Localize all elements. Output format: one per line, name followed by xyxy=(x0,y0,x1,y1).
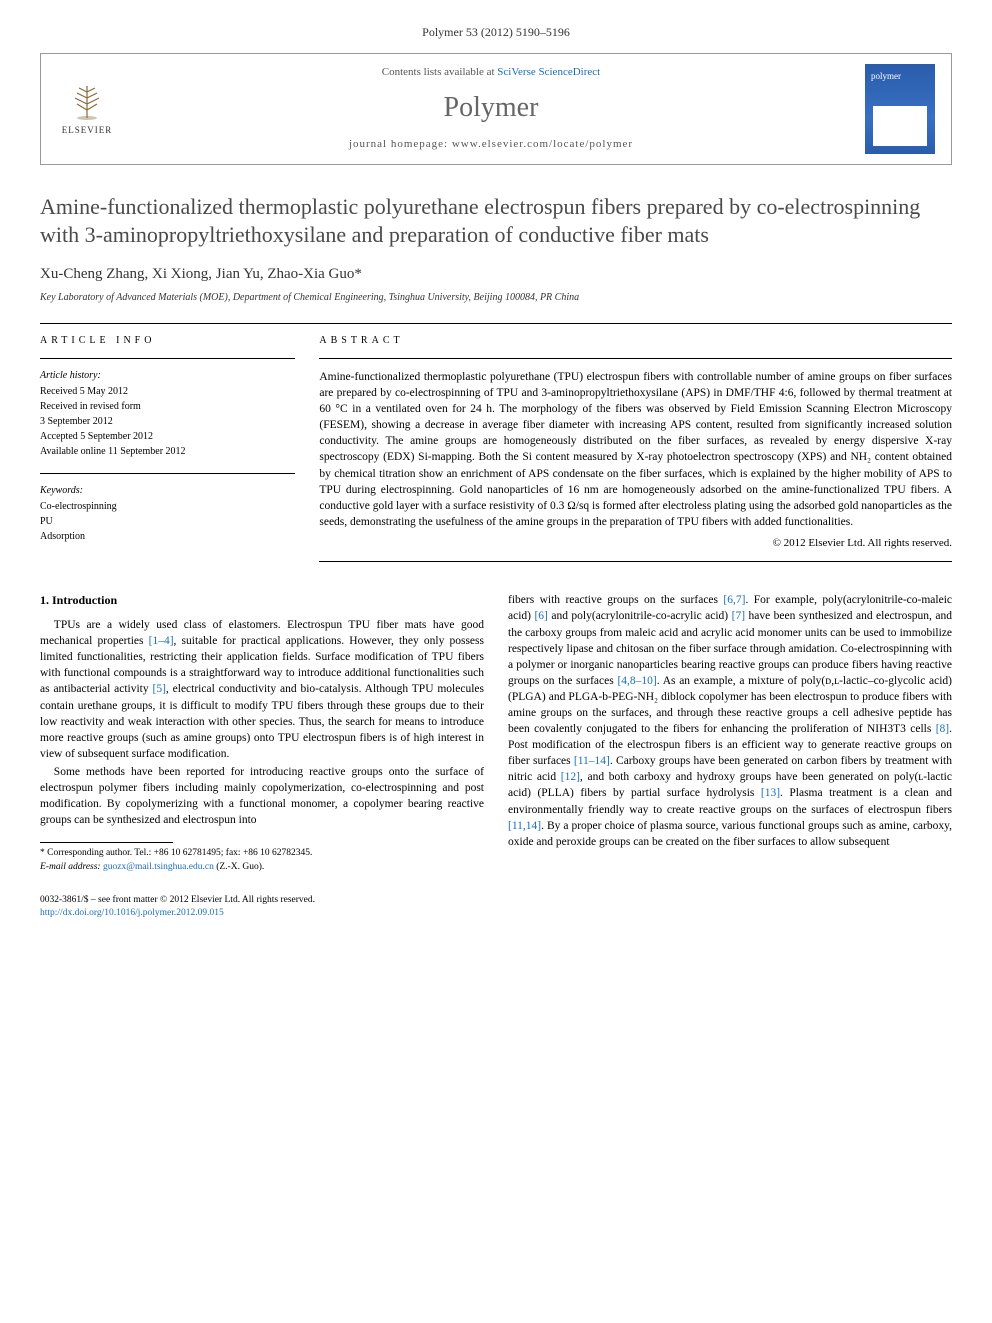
sciencedirect-link[interactable]: SciVerse ScienceDirect xyxy=(497,66,600,78)
history-line: 3 September 2012 xyxy=(40,415,295,429)
article-info-label: ARTICLE INFO xyxy=(40,334,295,348)
homepage-url[interactable]: www.elsevier.com/locate/polymer xyxy=(452,138,633,150)
separator xyxy=(319,358,952,359)
body-columns: 1. Introduction TPUs are a widely used c… xyxy=(40,592,952,874)
doi-link[interactable]: http://dx.doi.org/10.1016/j.polymer.2012… xyxy=(40,908,224,918)
history-line: Received in revised form xyxy=(40,400,295,414)
authors: Xu-Cheng Zhang, Xi Xiong, Jian Yu, Zhao-… xyxy=(40,264,952,285)
affiliation: Key Laboratory of Advanced Materials (MO… xyxy=(40,291,952,305)
history-line: Received 5 May 2012 xyxy=(40,385,295,399)
citation-link[interactable]: [7] xyxy=(732,610,745,622)
meta-abstract-row: ARTICLE INFO Article history: Received 5… xyxy=(40,334,952,572)
separator xyxy=(40,473,295,474)
paragraph: TPUs are a widely used class of elastome… xyxy=(40,617,484,762)
citation-link[interactable]: [6,7] xyxy=(723,594,745,606)
elsevier-logo: ELSEVIER xyxy=(57,74,117,144)
citation-link[interactable]: [12] xyxy=(561,771,580,783)
issn-line: 0032-3861/$ – see front matter © 2012 El… xyxy=(40,894,952,907)
journal-cover-thumbnail xyxy=(865,64,935,154)
article-history: Article history: Received 5 May 2012 Rec… xyxy=(40,369,295,459)
keywords-heading: Keywords: xyxy=(40,484,295,498)
citation-link[interactable]: [6] xyxy=(534,610,547,622)
text: and poly(acrylonitrile-co-acrylic acid) xyxy=(548,610,732,622)
separator xyxy=(319,561,952,562)
header-center: Contents lists available at SciVerse Sci… xyxy=(133,65,849,153)
keyword: Adsorption xyxy=(40,530,295,544)
separator xyxy=(40,358,295,359)
journal-header: ELSEVIER Contents lists available at Sci… xyxy=(40,53,952,165)
journal-reference: Polymer 53 (2012) 5190–5196 xyxy=(40,24,952,41)
citation-link[interactable]: [1–4] xyxy=(149,635,174,647)
citation-link[interactable]: [13] xyxy=(761,787,780,799)
abstract-column: ABSTRACT Amine-functionalized thermoplas… xyxy=(319,334,952,572)
history-line: Accepted 5 September 2012 xyxy=(40,430,295,444)
history-heading: Article history: xyxy=(40,369,295,383)
text: . By a proper choice of plasma source, v… xyxy=(508,820,952,848)
citation-link[interactable]: [5] xyxy=(152,683,165,695)
abstract-copyright: © 2012 Elsevier Ltd. All rights reserved… xyxy=(319,536,952,551)
keyword: PU xyxy=(40,515,295,529)
paragraph: Some methods have been reported for intr… xyxy=(40,764,484,828)
tree-icon xyxy=(67,82,107,122)
corresponding-author-footnote: * Corresponding author. Tel.: +86 10 627… xyxy=(40,847,484,860)
abstract-text: Amine-functionalized thermoplastic polyu… xyxy=(319,369,952,530)
citation-link[interactable]: [4,8–10] xyxy=(617,675,656,687)
citation-link[interactable]: [8] xyxy=(936,723,949,735)
citation-link[interactable]: [11–14] xyxy=(574,755,610,767)
publisher-name: ELSEVIER xyxy=(62,124,113,137)
section-heading-intro: 1. Introduction xyxy=(40,592,484,609)
page-footer: 0032-3861/$ – see front matter © 2012 El… xyxy=(40,894,952,921)
separator xyxy=(40,323,952,324)
email-suffix: (Z.-X. Guo). xyxy=(214,862,264,872)
article-title: Amine-functionalized thermoplastic polyu… xyxy=(40,193,952,250)
email-footnote: E-mail address: guozx@mail.tsinghua.edu.… xyxy=(40,861,484,874)
keyword: Co-electrospinning xyxy=(40,500,295,514)
journal-name: Polymer xyxy=(133,88,849,127)
contents-prefix: Contents lists available at xyxy=(382,66,497,78)
footnote-separator xyxy=(40,842,173,843)
homepage-line: journal homepage: www.elsevier.com/locat… xyxy=(133,137,849,152)
homepage-prefix: journal homepage: xyxy=(349,138,452,150)
citation-link[interactable]: [11,14] xyxy=(508,820,541,832)
text: fibers with reactive groups on the surfa… xyxy=(508,594,723,606)
text: Some methods have been reported for intr… xyxy=(40,766,484,826)
email-link[interactable]: guozx@mail.tsinghua.edu.cn xyxy=(103,862,214,872)
email-label: E-mail address: xyxy=(40,862,103,872)
history-line: Available online 11 September 2012 xyxy=(40,445,295,459)
contents-line: Contents lists available at SciVerse Sci… xyxy=(133,65,849,80)
abstract-label: ABSTRACT xyxy=(319,334,952,348)
paragraph: fibers with reactive groups on the surfa… xyxy=(508,592,952,850)
keywords-block: Keywords: Co-electrospinning PU Adsorpti… xyxy=(40,484,295,544)
article-info-column: ARTICLE INFO Article history: Received 5… xyxy=(40,334,295,572)
